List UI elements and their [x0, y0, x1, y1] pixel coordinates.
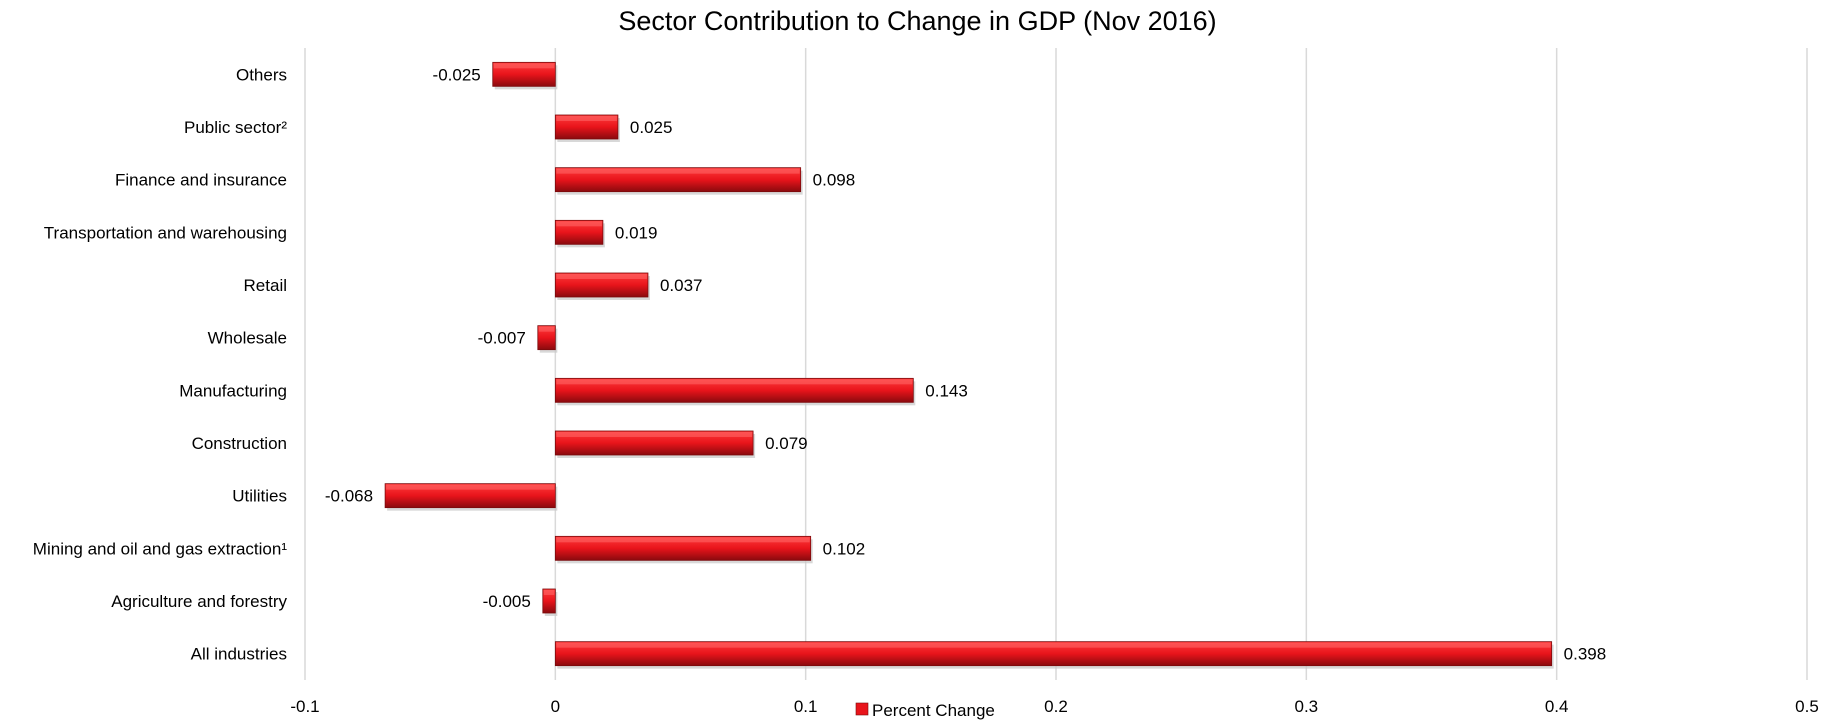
- category-label: Public sector²: [184, 118, 287, 137]
- category-label: Manufacturing: [179, 381, 287, 400]
- bar: [542, 588, 558, 616]
- legend-label: Percent Change: [872, 701, 995, 720]
- category-label: Others: [236, 65, 287, 84]
- bar: [554, 114, 620, 142]
- x-tick-label: 0.1: [794, 697, 818, 716]
- category-label: Wholesale: [208, 329, 287, 348]
- data-label: 0.025: [630, 118, 673, 137]
- x-tick-label: 0.2: [1044, 697, 1068, 716]
- bar: [492, 61, 558, 90]
- bar: [554, 167, 803, 195]
- data-label: -0.005: [483, 592, 531, 611]
- bar: [384, 483, 558, 511]
- x-tick-label: 0.4: [1545, 697, 1569, 716]
- bar: [554, 219, 605, 248]
- data-label: 0.019: [615, 223, 658, 242]
- bar: [554, 377, 916, 406]
- bar: [554, 535, 813, 564]
- bar: [537, 325, 558, 353]
- category-label: Finance and insurance: [115, 171, 287, 190]
- category-label: Mining and oil and gas extraction¹: [33, 539, 288, 558]
- bar: [554, 272, 650, 300]
- chart-title: Sector Contribution to Change in GDP (No…: [618, 6, 1217, 36]
- data-label: 0.102: [823, 539, 866, 558]
- category-label: Transportation and warehousing: [44, 223, 287, 242]
- x-tick-label: 0: [551, 697, 560, 716]
- legend-swatch: [855, 702, 869, 716]
- bar: [554, 641, 1554, 669]
- data-label: 0.079: [765, 434, 808, 453]
- x-tick-label: 0.3: [1295, 697, 1319, 716]
- data-label: -0.068: [325, 487, 373, 506]
- category-label: Retail: [244, 276, 287, 295]
- data-label: 0.398: [1564, 645, 1607, 664]
- bar: [554, 430, 756, 458]
- data-label: -0.007: [478, 329, 526, 348]
- data-label: 0.037: [660, 276, 703, 295]
- category-label: Agriculture and forestry: [111, 592, 287, 611]
- category-label: All industries: [191, 645, 287, 664]
- data-label: 0.143: [925, 381, 968, 400]
- data-label: 0.098: [813, 171, 856, 190]
- x-tick-label: 0.5: [1795, 697, 1819, 716]
- category-label: Construction: [192, 434, 287, 453]
- category-label: Utilities: [232, 487, 287, 506]
- data-label: -0.025: [433, 65, 481, 84]
- x-tick-label: -0.1: [290, 697, 319, 716]
